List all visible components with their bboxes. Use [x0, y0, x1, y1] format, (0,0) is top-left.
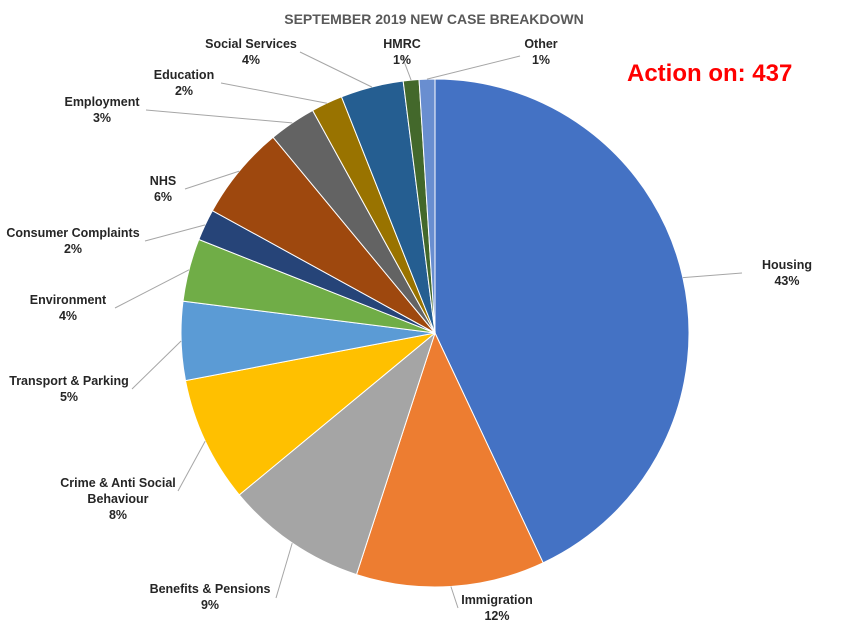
slice-label-hmrc: HMRC 1%	[383, 37, 421, 67]
slice-label-consumer-complaints: Consumer Complaints 2%	[6, 226, 139, 256]
slice-label-crime-and-anti-social-behaviour: Crime & Anti Social Behaviour 8%	[60, 476, 176, 522]
slice-label-employment: Employment 3%	[64, 95, 140, 125]
pie-slice-benefits-and-pensions	[238, 331, 437, 576]
leader-line-employment	[145, 109, 293, 124]
leader-line-benefits-and-pensions	[275, 542, 293, 599]
leader-line-crime-and-anti-social-behaviour	[177, 440, 206, 492]
leader-line-environment	[114, 269, 190, 309]
leader-line-education	[220, 82, 327, 104]
pie-slice-immigration	[355, 331, 544, 588]
chart-title: SEPTEMBER 2019 NEW CASE BREAKDOWN	[284, 11, 584, 27]
slice-label-environment: Environment 4%	[30, 293, 107, 323]
leader-line-nhs	[184, 170, 240, 190]
slice-labels: Housing 43% Immigration 12% Benefits & Pensi…	[6, 37, 812, 623]
slice-label-social-services: Social Services 4%	[205, 37, 297, 67]
leader-line-immigration	[450, 586, 459, 609]
slice-label-transport-and-parking: Transport & Parking 5%	[9, 374, 128, 404]
slice-label-immigration: Immigration 12%	[461, 593, 533, 623]
leader-line-transport-and-parking	[131, 340, 182, 390]
leader-line-hmrc	[401, 55, 412, 81]
slice-label-nhs: NHS 6%	[150, 174, 176, 204]
action-count-annotation: Action on: 437	[627, 60, 792, 87]
pie-slices	[180, 78, 690, 588]
slice-label-benefits-and-pensions: Benefits & Pensions 9%	[150, 582, 271, 612]
leader-line-other	[426, 55, 521, 80]
slice-label-housing: Housing 43%	[762, 258, 812, 288]
slice-label-other: Other 1%	[524, 37, 557, 67]
slice-label-education: Education 2%	[154, 68, 214, 98]
leader-line-social-services	[299, 51, 373, 88]
pie-slice-housing	[434, 78, 690, 564]
leader-line-housing	[682, 272, 743, 279]
leader-line-consumer-complaints	[144, 224, 206, 242]
leader-lines	[114, 51, 743, 609]
